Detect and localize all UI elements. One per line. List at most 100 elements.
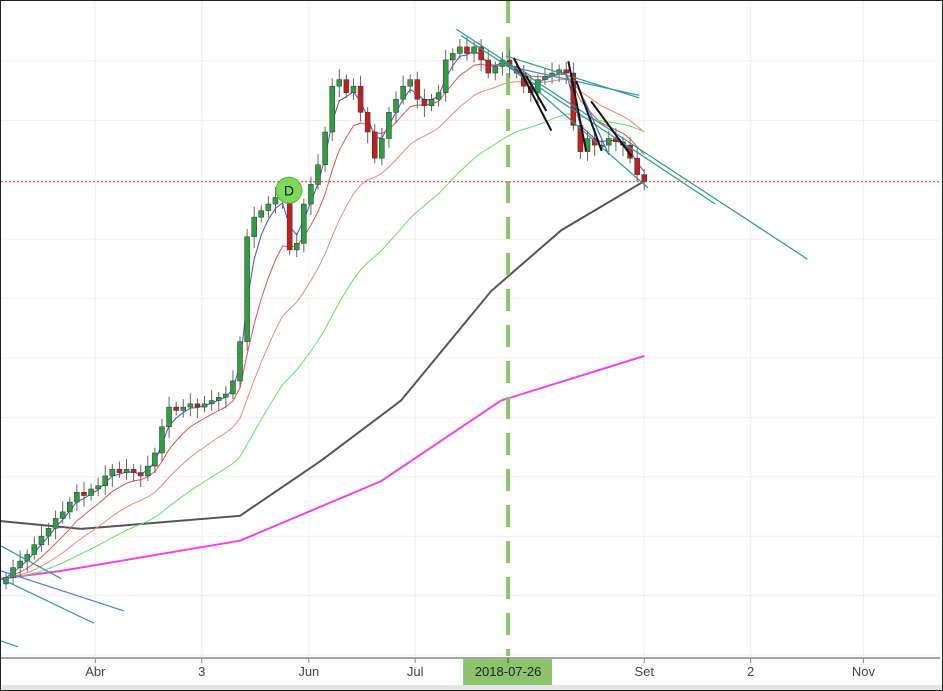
candle-body[interactable]	[45, 528, 52, 537]
candle-body[interactable]	[407, 79, 413, 87]
trendline[interactable]	[575, 80, 603, 152]
candle-body[interactable]	[357, 85, 364, 113]
date-highlight-label: 2018-07-26	[475, 664, 542, 679]
candle-body[interactable]	[130, 469, 137, 473]
candle-body[interactable]	[187, 403, 194, 408]
trendline[interactable]	[583, 99, 610, 156]
candle-body[interactable]	[251, 216, 257, 238]
candle-body[interactable]	[272, 197, 279, 205]
candle-body[interactable]	[641, 174, 648, 182]
candle-body[interactable]	[173, 406, 179, 411]
x-tick-label: Nov	[852, 664, 876, 679]
trendline[interactable]	[1, 640, 19, 648]
candle-body[interactable]	[542, 76, 548, 80]
ma-200-line	[1, 180, 645, 530]
candle-body[interactable]	[315, 164, 321, 185]
candle-body[interactable]	[81, 492, 87, 496]
candle-body[interactable]	[116, 469, 123, 473]
candle-body[interactable]	[180, 406, 187, 411]
event-marker-d[interactable]	[275, 176, 303, 204]
candle-body[interactable]	[223, 393, 229, 398]
trendline[interactable]	[1, 570, 124, 612]
candle-body[interactable]	[591, 138, 598, 146]
candle-body[interactable]	[152, 452, 158, 467]
candle-body[interactable]	[102, 475, 109, 486]
candle-body[interactable]	[322, 131, 328, 165]
candle-body[interactable]	[464, 46, 470, 54]
candle-body[interactable]	[17, 560, 23, 568]
candle-body[interactable]	[10, 567, 16, 578]
candle-body[interactable]	[52, 518, 59, 529]
candle-body[interactable]	[336, 79, 343, 87]
candle-body[interactable]	[59, 511, 66, 519]
trendline[interactable]	[525, 75, 548, 112]
candle-body[interactable]	[74, 492, 80, 503]
candle-body[interactable]	[343, 79, 350, 93]
candle-body[interactable]	[372, 131, 378, 159]
candle-body[interactable]	[166, 406, 172, 428]
candle-body[interactable]	[208, 400, 215, 405]
candle-body[interactable]	[364, 112, 371, 133]
horizontal-scrollbar[interactable]	[2, 685, 942, 690]
ma-pink-line	[1, 355, 645, 580]
candle-body[interactable]	[88, 488, 94, 496]
trendline[interactable]	[512, 57, 553, 132]
candle-body[interactable]	[194, 403, 201, 408]
candle-body[interactable]	[308, 184, 314, 205]
candle-body[interactable]	[95, 485, 101, 490]
trendline[interactable]	[1, 578, 95, 624]
candle-body[interactable]	[286, 197, 293, 251]
x-tick-label: Jun	[298, 664, 319, 679]
ema-long-line	[5, 113, 645, 578]
candle-body[interactable]	[230, 380, 236, 395]
candle-body[interactable]	[137, 472, 144, 477]
candle-body[interactable]	[442, 59, 449, 93]
candle-body[interactable]	[38, 535, 45, 545]
candle-body[interactable]	[109, 469, 116, 477]
candle-body[interactable]	[31, 544, 38, 555]
candle-body[interactable]	[237, 341, 243, 382]
candle-body[interactable]	[244, 236, 250, 342]
candle-body[interactable]	[67, 501, 73, 513]
date-highlight-badge	[463, 659, 553, 686]
candle-body[interactable]	[414, 79, 421, 100]
candle-body[interactable]	[400, 85, 406, 100]
candle-body[interactable]	[457, 46, 463, 54]
candle-body[interactable]	[421, 99, 428, 107]
candle-body[interactable]	[293, 243, 300, 251]
candle-body[interactable]	[265, 203, 272, 211]
candle-body[interactable]	[450, 53, 456, 61]
candle-body[interactable]	[159, 426, 165, 454]
candle-body[interactable]	[379, 138, 385, 159]
candle-body[interactable]	[123, 469, 130, 473]
candle-body[interactable]	[329, 85, 335, 133]
candle-body[interactable]	[492, 66, 499, 74]
candle-body[interactable]	[393, 99, 399, 113]
candle-body[interactable]	[634, 157, 640, 175]
candle-body[interactable]	[471, 46, 477, 54]
trendline[interactable]	[460, 35, 716, 205]
candle-body[interactable]	[24, 554, 30, 562]
candle-body[interactable]	[478, 46, 484, 61]
trendline[interactable]	[590, 100, 633, 157]
x-tick-label: 3	[198, 664, 205, 679]
x-tick-label: Set	[634, 664, 654, 679]
candle-body[interactable]	[215, 397, 222, 401]
candle-body[interactable]	[606, 138, 612, 146]
trendline[interactable]	[1, 545, 62, 580]
candle-body[interactable]	[301, 203, 307, 244]
event-marker-label: D	[284, 182, 294, 198]
trendline[interactable]	[509, 65, 640, 96]
candle-body[interactable]	[145, 465, 151, 477]
candle-body[interactable]	[563, 69, 569, 74]
candle-body[interactable]	[201, 403, 208, 408]
candle-body[interactable]	[435, 92, 442, 100]
candle-body[interactable]	[350, 85, 357, 93]
candle-body[interactable]	[258, 210, 265, 218]
candle-body[interactable]	[428, 99, 435, 107]
candle-body[interactable]	[386, 112, 392, 139]
trendline[interactable]	[567, 61, 588, 152]
candle-body[interactable]	[485, 59, 491, 74]
